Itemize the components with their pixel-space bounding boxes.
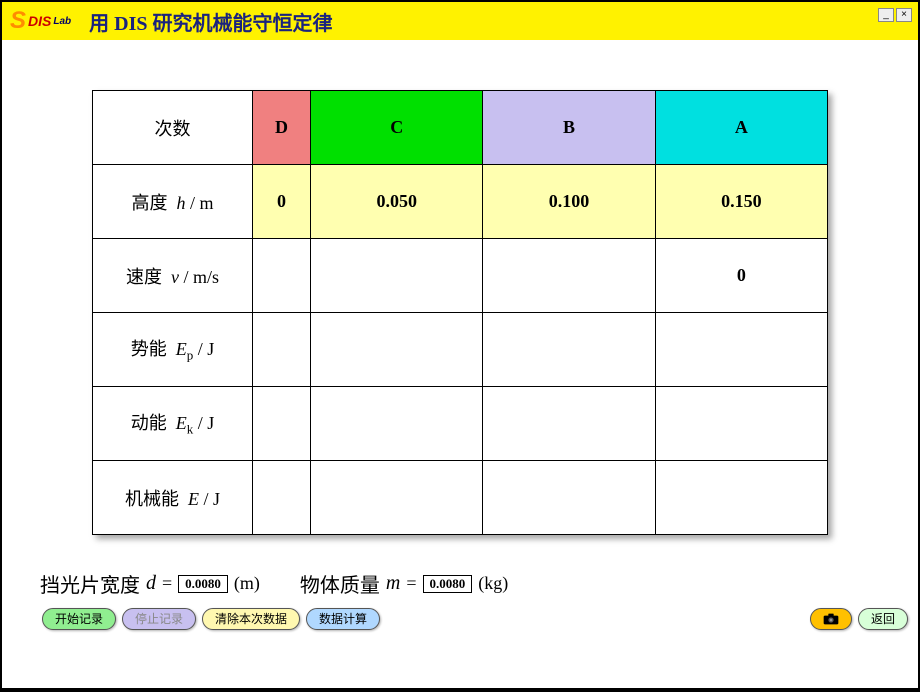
camera-icon bbox=[823, 612, 839, 626]
row-label-height: 高度 h / m bbox=[93, 165, 253, 239]
cell-me-B bbox=[483, 461, 655, 535]
cell-ke-C bbox=[311, 387, 483, 461]
cell-speed-A: 0 bbox=[655, 239, 827, 313]
screenshot-button[interactable] bbox=[810, 608, 852, 630]
col-header-C: C bbox=[311, 91, 483, 165]
cell-height-B: 0.100 bbox=[483, 165, 655, 239]
me-unit: J bbox=[213, 489, 220, 509]
width-value-input[interactable]: 0.0080 bbox=[178, 575, 228, 593]
col-header-B: B bbox=[483, 91, 655, 165]
pe-sub: p bbox=[187, 348, 194, 363]
mass-label: 物体质量 bbox=[300, 569, 380, 598]
logo-s: S bbox=[10, 7, 26, 35]
row-label-speed: 速度 v / m/s bbox=[93, 239, 253, 313]
row-me: 机械能 E / J bbox=[93, 461, 828, 535]
mass-eq: = bbox=[406, 573, 416, 594]
mass-unit: (kg) bbox=[478, 573, 508, 594]
cell-ke-D bbox=[253, 387, 311, 461]
cell-height-A: 0.150 bbox=[655, 165, 827, 239]
cell-me-A bbox=[655, 461, 827, 535]
button-bar: 开始记录 停止记录 清除本次数据 数据计算 返回 bbox=[42, 608, 918, 630]
height-unit: m bbox=[200, 193, 214, 213]
stop-record-button[interactable]: 停止记录 bbox=[122, 608, 196, 630]
param-mass: 物体质量 m = 0.0080 (kg) bbox=[300, 569, 508, 598]
ke-sub: k bbox=[187, 422, 194, 437]
col-header-D: D bbox=[253, 91, 311, 165]
calculate-button[interactable]: 数据计算 bbox=[306, 608, 380, 630]
mass-value-input[interactable]: 0.0080 bbox=[423, 575, 473, 593]
logo-dis: DIS bbox=[28, 13, 51, 29]
window-controls: _ × bbox=[878, 8, 912, 22]
cell-speed-C bbox=[311, 239, 483, 313]
row-pe: 势能 Ep / J bbox=[93, 313, 828, 387]
cell-pe-D bbox=[253, 313, 311, 387]
cell-ke-A bbox=[655, 387, 827, 461]
me-label-cn: 机械能 bbox=[125, 489, 179, 509]
height-label-cn: 高度 bbox=[131, 193, 167, 213]
cell-ke-B bbox=[483, 387, 655, 461]
app-window: S DIS Lab 用 DIS 研究机械能守恒定律 _ × 次数 D C B A… bbox=[2, 2, 918, 688]
cell-speed-D bbox=[253, 239, 311, 313]
close-button[interactable]: × bbox=[896, 8, 912, 22]
cell-me-C bbox=[311, 461, 483, 535]
cell-pe-B bbox=[483, 313, 655, 387]
start-record-button[interactable]: 开始记录 bbox=[42, 608, 116, 630]
logo-lab: Lab bbox=[53, 16, 71, 27]
cell-pe-A bbox=[655, 313, 827, 387]
cell-pe-C bbox=[311, 313, 483, 387]
row-ke: 动能 Ek / J bbox=[93, 387, 828, 461]
height-var: h bbox=[176, 193, 185, 213]
header-label: 次数 bbox=[93, 91, 253, 165]
me-var: E bbox=[188, 489, 199, 509]
cell-speed-B bbox=[483, 239, 655, 313]
row-label-me: 机械能 E / J bbox=[93, 461, 253, 535]
pe-var: E bbox=[176, 339, 187, 359]
col-header-A: A bbox=[655, 91, 827, 165]
app-logo: S DIS Lab bbox=[10, 7, 71, 35]
minimize-button[interactable]: _ bbox=[878, 8, 894, 22]
width-eq: = bbox=[162, 573, 172, 594]
pe-label-cn: 势能 bbox=[131, 339, 167, 359]
width-unit: (m) bbox=[234, 573, 260, 594]
param-width: 挡光片宽度 d = 0.0080 (m) bbox=[40, 569, 260, 598]
ke-label-cn: 动能 bbox=[131, 413, 167, 433]
speed-var: v bbox=[171, 267, 179, 287]
width-var: d bbox=[146, 572, 156, 595]
row-label-ke: 动能 Ek / J bbox=[93, 387, 253, 461]
back-button[interactable]: 返回 bbox=[858, 608, 908, 630]
cell-height-D: 0 bbox=[253, 165, 311, 239]
title-bar: S DIS Lab 用 DIS 研究机械能守恒定律 _ × bbox=[2, 2, 918, 40]
pe-unit: J bbox=[207, 339, 214, 359]
ke-var: E bbox=[176, 413, 187, 433]
width-label: 挡光片宽度 bbox=[40, 569, 140, 598]
content-area: 次数 D C B A 高度 h / m 0 0.050 0.100 0.150 bbox=[2, 40, 918, 545]
cell-height-C: 0.050 bbox=[311, 165, 483, 239]
cell-me-D bbox=[253, 461, 311, 535]
row-speed: 速度 v / m/s 0 bbox=[93, 239, 828, 313]
window-title: 用 DIS 研究机械能守恒定律 bbox=[89, 7, 332, 36]
row-label-pe: 势能 Ep / J bbox=[93, 313, 253, 387]
speed-label-cn: 速度 bbox=[126, 267, 162, 287]
row-height: 高度 h / m 0 0.050 0.100 0.150 bbox=[93, 165, 828, 239]
speed-unit: m/s bbox=[193, 267, 219, 287]
parameter-bar: 挡光片宽度 d = 0.0080 (m) 物体质量 m = 0.0080 (kg… bbox=[40, 569, 918, 598]
mass-var: m bbox=[386, 572, 400, 595]
clear-data-button[interactable]: 清除本次数据 bbox=[202, 608, 300, 630]
ke-unit: J bbox=[207, 413, 214, 433]
right-button-group: 返回 bbox=[810, 608, 908, 630]
data-table: 次数 D C B A 高度 h / m 0 0.050 0.100 0.150 bbox=[92, 90, 828, 535]
table-header-row: 次数 D C B A bbox=[93, 91, 828, 165]
